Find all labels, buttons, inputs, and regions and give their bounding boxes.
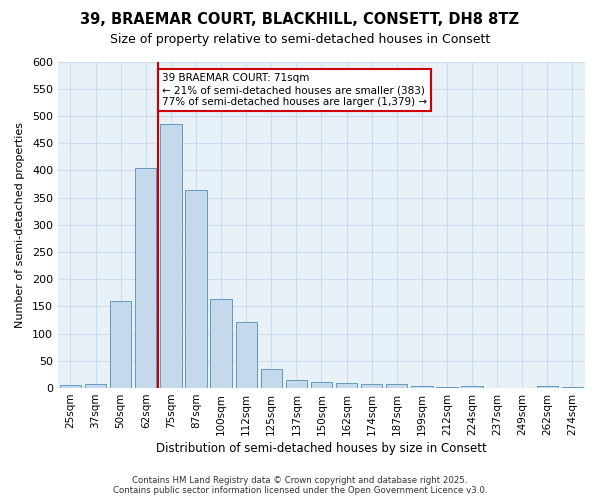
Bar — [185, 190, 206, 388]
Y-axis label: Number of semi-detached properties: Number of semi-detached properties — [15, 122, 25, 328]
Bar — [562, 387, 583, 388]
Bar — [286, 380, 307, 388]
Bar — [411, 386, 433, 388]
Bar — [386, 384, 407, 388]
Bar — [211, 300, 232, 388]
Bar — [311, 382, 332, 388]
Bar — [236, 322, 257, 388]
Bar — [361, 384, 382, 388]
Bar — [135, 168, 157, 388]
Text: 39, BRAEMAR COURT, BLACKHILL, CONSETT, DH8 8TZ: 39, BRAEMAR COURT, BLACKHILL, CONSETT, D… — [80, 12, 520, 28]
X-axis label: Distribution of semi-detached houses by size in Consett: Distribution of semi-detached houses by … — [156, 442, 487, 455]
Text: Size of property relative to semi-detached houses in Consett: Size of property relative to semi-detach… — [110, 32, 490, 46]
Text: 39 BRAEMAR COURT: 71sqm
← 21% of semi-detached houses are smaller (383)
77% of s: 39 BRAEMAR COURT: 71sqm ← 21% of semi-de… — [162, 74, 427, 106]
Text: Contains HM Land Registry data © Crown copyright and database right 2025.
Contai: Contains HM Land Registry data © Crown c… — [113, 476, 487, 495]
Bar — [461, 386, 483, 388]
Bar — [336, 382, 357, 388]
Bar — [436, 387, 458, 388]
Bar — [260, 369, 282, 388]
Bar — [110, 301, 131, 388]
Bar — [160, 124, 182, 388]
Bar — [85, 384, 106, 388]
Bar — [60, 386, 81, 388]
Bar — [536, 386, 558, 388]
